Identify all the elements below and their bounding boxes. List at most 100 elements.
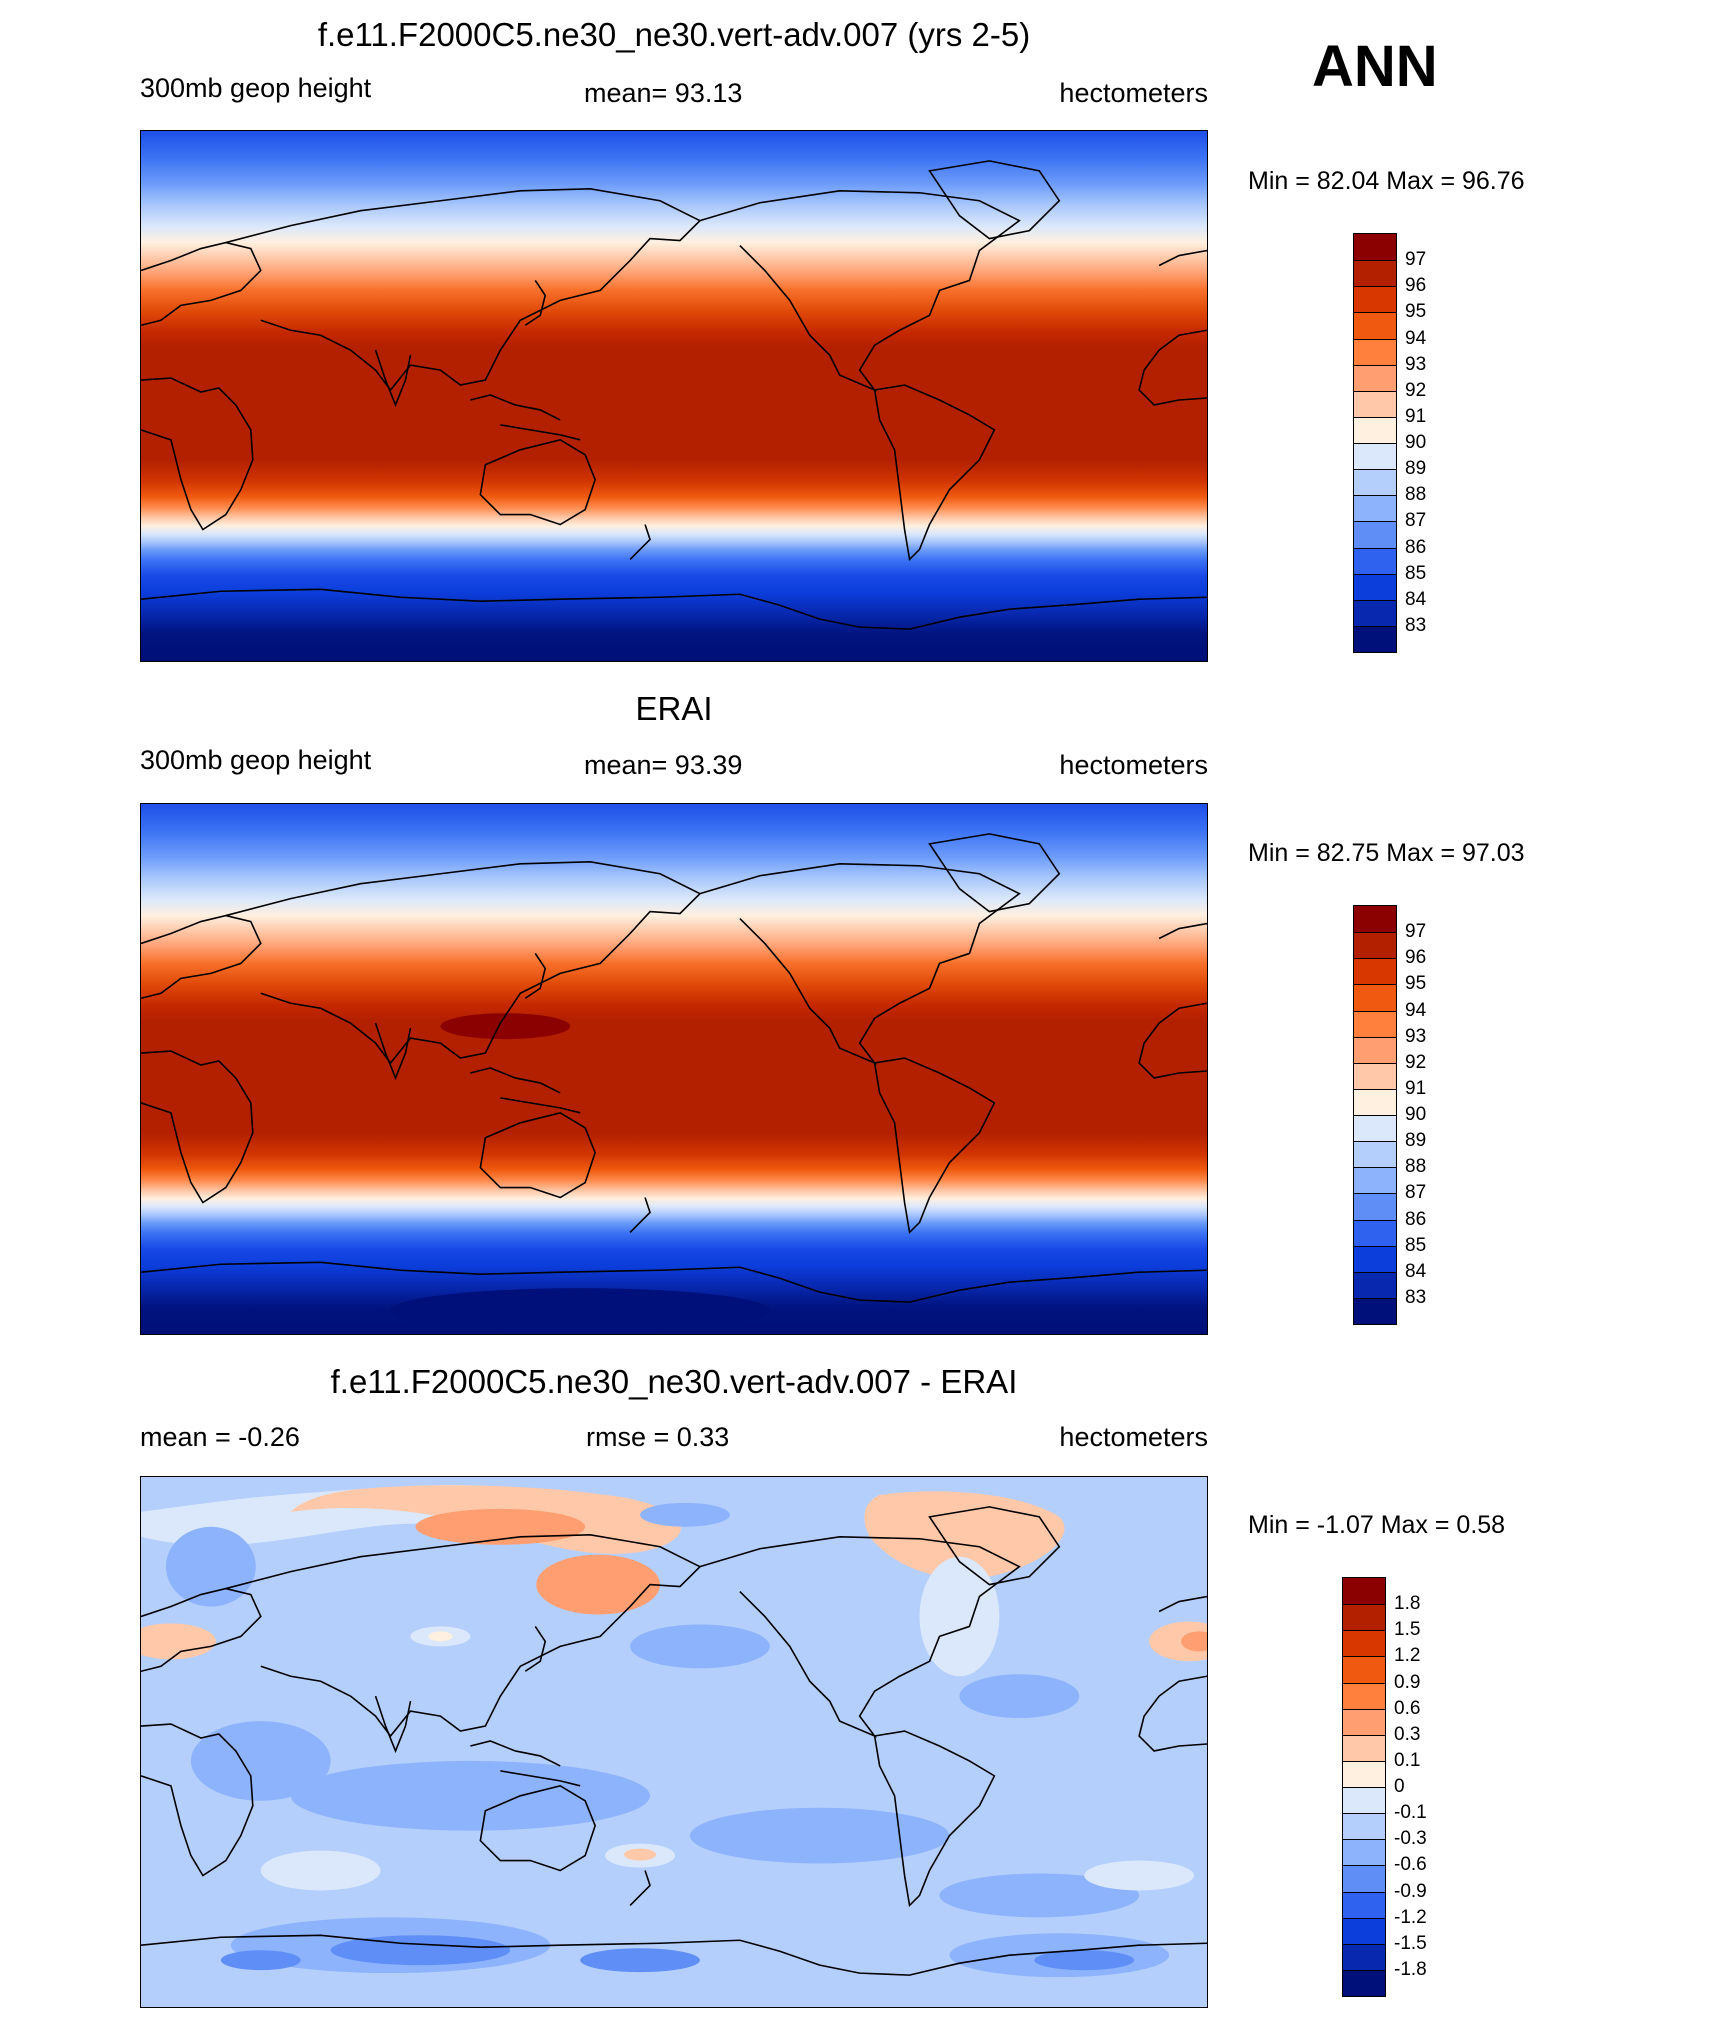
colorbar-cell (1354, 416, 1396, 443)
panel-mean-label-model: mean= 93.13 (584, 78, 743, 108)
panel-left-label-model: 300mb geop height (140, 73, 372, 103)
colorbar-tick-label: 84 (1405, 588, 1427, 610)
colorbar-cell (1354, 1088, 1396, 1115)
colorbar-cell (1354, 495, 1396, 522)
colorbar-cell (1354, 1167, 1396, 1194)
colorbar-tick-label: -0.3 (1394, 1828, 1427, 1850)
colorbar-tick-label: 93 (1405, 1025, 1427, 1047)
colorbar-cell (1354, 1245, 1396, 1272)
colorbar-tick-label: 96 (1405, 275, 1427, 297)
colorbar-tick-label: 89 (1405, 458, 1427, 480)
colorbar-cell (1354, 286, 1396, 313)
colorbar-tick-label: 0.1 (1394, 1749, 1421, 1771)
colorbar-cell (1343, 1969, 1385, 1996)
colorbar-tick-label: 92 (1405, 1051, 1427, 1073)
colorbar-cell (1354, 984, 1396, 1011)
colorbar-cell (1354, 1271, 1396, 1298)
panel-title-model: f.e11.F2000C5.ne30_ne30.vert-adv.007 (yr… (317, 16, 1031, 53)
map-diff-svg (141, 1477, 1207, 2007)
map-obs-svg (141, 804, 1207, 1334)
colorbar-tick-label: 91 (1405, 1077, 1427, 1099)
colorbar-cell (1354, 932, 1396, 959)
colorbar-tick-label: 94 (1405, 999, 1427, 1021)
coastlines-model (141, 160, 1207, 630)
colorbar-cell (1354, 1193, 1396, 1220)
colorbar-tick-label: 97 (1405, 921, 1427, 943)
colorbar-tick-label: 95 (1405, 973, 1427, 995)
colorbar-cell (1354, 625, 1396, 652)
colorbar-tick-label: 83 (1405, 614, 1427, 636)
colorbar-tick-label: 95 (1405, 301, 1427, 323)
colorbar-model (1353, 233, 1397, 653)
colorbar-cell (1343, 1604, 1385, 1631)
colorbar-tick-label: 85 (1405, 1234, 1427, 1256)
minmax-label-obs: Min = 82.75 Max = 97.03 (1248, 839, 1525, 867)
colorbar-tick-label: -0.1 (1394, 1802, 1427, 1824)
map-model (140, 130, 1208, 662)
colorbar-tick-label: 92 (1405, 379, 1427, 401)
colorbar-tick-label: 89 (1405, 1130, 1427, 1152)
colorbar-tick-label: -0.6 (1394, 1854, 1427, 1876)
colorbar-tick-label: 96 (1405, 947, 1427, 969)
colorbar-cell (1343, 1917, 1385, 1944)
colorbar-tick-label: 85 (1405, 562, 1427, 584)
colorbar-cell (1354, 906, 1396, 933)
colorbar-cell (1354, 1036, 1396, 1063)
colorbar-tick-label: 86 (1405, 536, 1427, 558)
colorbar-tick-label: 91 (1405, 405, 1427, 427)
colorbar-cell (1354, 1219, 1396, 1246)
season-label: ANN (1312, 34, 1438, 99)
colorbar-cell (1343, 1787, 1385, 1814)
colorbar-cell (1343, 1656, 1385, 1683)
panel-left-label-obs: 300mb geop height (140, 745, 372, 775)
colorbar-tick-label: 83 (1405, 1286, 1427, 1308)
colorbar-tick-label: 88 (1405, 484, 1427, 506)
colorbar-tick-label: 1.5 (1394, 1619, 1421, 1641)
colorbar-cell (1343, 1943, 1385, 1970)
colorbar-tick-label: 93 (1405, 353, 1427, 375)
colorbar-tick-label: 87 (1405, 510, 1427, 532)
panel-rmse-label-diff: rmse = 0.33 (586, 1422, 730, 1452)
colorbar-cell (1354, 1010, 1396, 1037)
colorbar-tick-label: 0.6 (1394, 1697, 1421, 1719)
colorbar-tick-label: -1.8 (1394, 1958, 1427, 1980)
map-obs (140, 803, 1208, 1335)
panel-units-label-obs: hectometers (1059, 750, 1208, 780)
colorbar-cell (1354, 443, 1396, 470)
colorbar-tick-label: 0.3 (1394, 1723, 1421, 1745)
minmax-label-diff: Min = -1.07 Max = 0.58 (1248, 1511, 1506, 1539)
colorbar-tick-label: -1.5 (1394, 1932, 1427, 1954)
colorbar-cell (1354, 1062, 1396, 1089)
colorbar-cell (1354, 390, 1396, 417)
colorbar-cell (1354, 364, 1396, 391)
colorbar-tick-label: 1.2 (1394, 1645, 1421, 1667)
colorbar-tick-label: 90 (1405, 432, 1427, 453)
panel-mean-label-diff: mean = -0.26 (140, 1422, 300, 1452)
colorbar-cell (1354, 573, 1396, 600)
colorbar-cell (1354, 469, 1396, 496)
colorbar-tick-label: 84 (1405, 1260, 1427, 1282)
coastlines-diff (141, 1506, 1207, 1976)
colorbar-cell (1354, 1297, 1396, 1324)
colorbar-tick-label: 94 (1405, 327, 1427, 349)
colorbar-cell (1343, 1578, 1385, 1605)
colorbar-tick-label: 88 (1405, 1156, 1427, 1178)
colorbar-cell (1343, 1891, 1385, 1918)
antarctic-min-region (390, 1288, 770, 1333)
colorbar-cell (1354, 1115, 1396, 1142)
colorbar-cell (1343, 1813, 1385, 1840)
colorbar-cell (1343, 1865, 1385, 1892)
colorbar-cell (1354, 338, 1396, 365)
map-diff (140, 1476, 1208, 2008)
colorbar-obs (1353, 905, 1397, 1325)
colorbar-cell (1354, 521, 1396, 548)
colorbar-cell (1354, 312, 1396, 339)
colorbar-tick-label: 86 (1405, 1208, 1427, 1230)
colorbar-cell (1343, 1760, 1385, 1787)
colorbar-cell (1343, 1708, 1385, 1735)
coastlines-obs (141, 833, 1207, 1303)
panel-mean-label-obs: mean= 93.39 (584, 750, 743, 780)
panel-title-obs: ERAI (635, 690, 713, 727)
colorbar-tick-label: -1.2 (1394, 1906, 1427, 1928)
minmax-label-model: Min = 82.04 Max = 96.76 (1248, 167, 1525, 195)
